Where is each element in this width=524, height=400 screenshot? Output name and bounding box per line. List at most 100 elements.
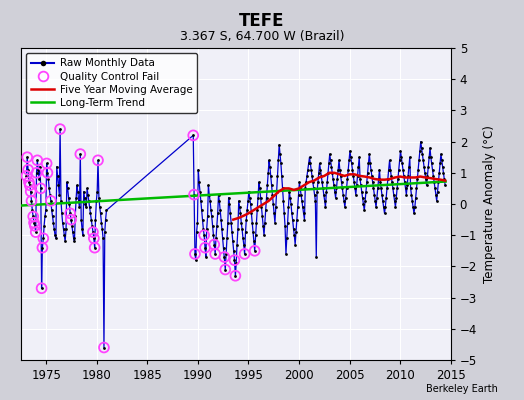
Point <box>441 182 450 188</box>
Point <box>347 160 356 167</box>
Point <box>45 185 53 192</box>
Point <box>399 166 407 173</box>
Point <box>426 145 434 151</box>
Point <box>307 166 315 173</box>
Point <box>400 179 409 185</box>
Point <box>95 204 104 210</box>
Point <box>100 344 108 351</box>
Point <box>53 173 62 179</box>
Point <box>205 192 213 198</box>
Point <box>25 179 33 185</box>
Point <box>319 185 327 192</box>
Point <box>359 201 367 207</box>
Point <box>190 192 198 198</box>
Point <box>22 173 30 179</box>
Point <box>82 204 91 210</box>
Point <box>374 176 383 182</box>
Point <box>59 226 68 232</box>
Point <box>37 285 46 292</box>
Point <box>301 185 310 192</box>
Point <box>246 201 255 207</box>
Point <box>348 166 357 173</box>
Point <box>321 198 329 204</box>
Point <box>439 163 447 170</box>
Point <box>50 226 58 232</box>
Point <box>288 216 297 223</box>
Point <box>333 176 342 182</box>
Point <box>267 182 276 188</box>
Point <box>30 220 38 226</box>
Point <box>277 160 285 167</box>
Point <box>228 229 236 235</box>
Point <box>361 198 369 204</box>
Point <box>190 192 198 198</box>
Point <box>220 254 228 260</box>
Point <box>97 220 106 226</box>
Point <box>364 160 373 167</box>
Point <box>389 192 398 198</box>
Point <box>290 232 299 238</box>
Point <box>200 232 209 238</box>
Point <box>278 173 286 179</box>
Point <box>26 182 34 188</box>
Point <box>191 251 199 257</box>
Point <box>258 213 267 220</box>
Point <box>233 241 241 248</box>
Point <box>404 173 412 179</box>
Point <box>32 170 41 176</box>
Point <box>360 207 368 214</box>
Point <box>344 166 353 173</box>
Point <box>232 260 241 266</box>
Point <box>397 154 406 160</box>
Point <box>42 160 51 167</box>
Point <box>27 188 35 195</box>
Point <box>217 216 225 223</box>
Point <box>349 173 357 179</box>
Point <box>330 182 338 188</box>
Point <box>350 179 358 185</box>
Point <box>378 192 386 198</box>
Point <box>226 210 235 216</box>
Point <box>427 154 435 160</box>
Point <box>27 188 35 195</box>
Point <box>366 160 374 167</box>
Point <box>98 226 106 232</box>
Point <box>54 182 63 188</box>
Point <box>47 198 55 204</box>
Point <box>310 185 318 192</box>
Point <box>436 160 444 167</box>
Point <box>438 157 446 164</box>
Point <box>52 235 60 242</box>
Point <box>86 210 95 216</box>
Point <box>292 229 300 235</box>
Point <box>96 210 105 216</box>
Point <box>91 244 99 251</box>
Point <box>384 176 392 182</box>
Point <box>199 226 208 232</box>
Point <box>51 232 59 238</box>
Point <box>248 220 256 226</box>
Point <box>209 232 217 238</box>
Point <box>49 220 58 226</box>
Point <box>329 176 337 182</box>
Point <box>247 210 256 216</box>
Point <box>276 151 284 157</box>
Point <box>231 272 239 279</box>
Point <box>215 198 224 204</box>
Point <box>189 132 198 138</box>
Point <box>241 251 249 257</box>
Point <box>353 173 362 179</box>
Point <box>331 188 339 195</box>
Point <box>367 166 375 173</box>
Point <box>289 226 298 232</box>
Point <box>48 207 56 214</box>
Point <box>356 176 364 182</box>
Point <box>314 179 322 185</box>
Point <box>282 235 291 242</box>
Point <box>80 194 89 201</box>
Point <box>263 194 271 201</box>
Point <box>42 160 51 167</box>
Point <box>234 226 242 232</box>
Point <box>375 166 384 173</box>
Point <box>87 216 95 223</box>
